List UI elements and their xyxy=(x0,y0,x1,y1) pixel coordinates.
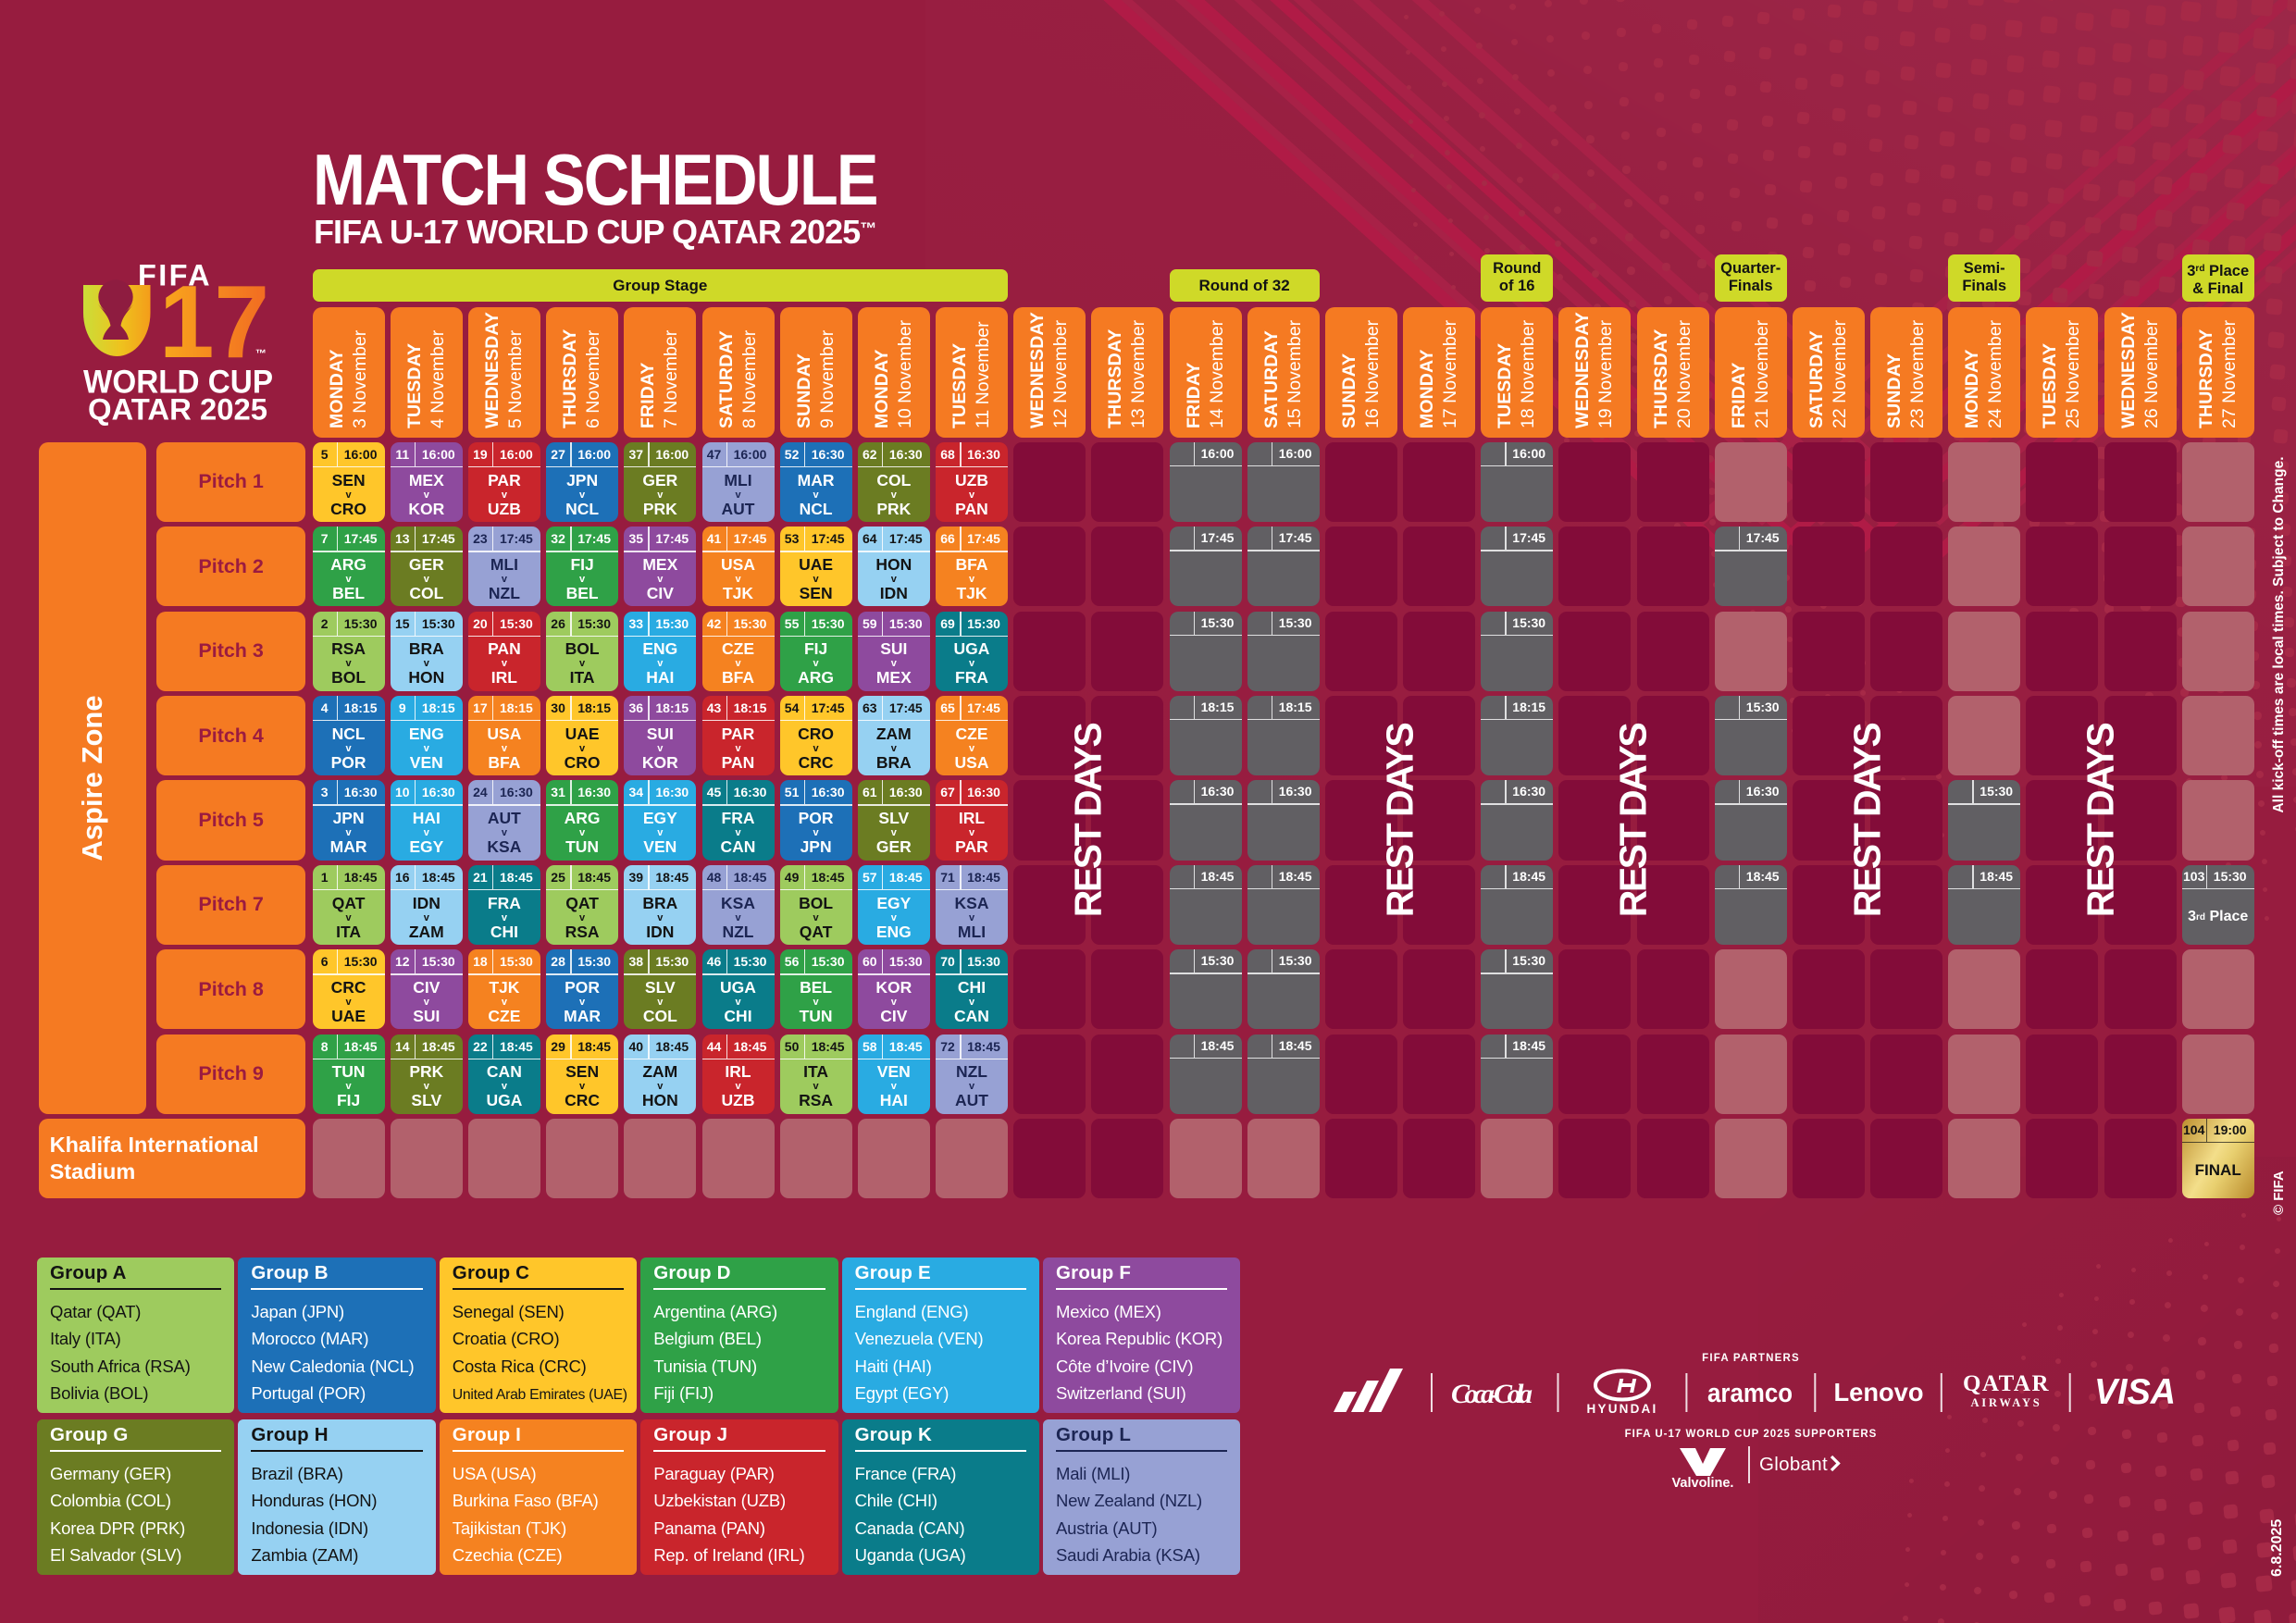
svg-text:AIRWAYS: AIRWAYS xyxy=(1970,1396,2042,1409)
svg-text:aramco: aramco xyxy=(1707,1379,1793,1408)
svg-text:HYUNDAI: HYUNDAI xyxy=(1587,1402,1658,1416)
svg-text:Valvoline.: Valvoline. xyxy=(1672,1476,1734,1491)
svg-text:QATAR: QATAR xyxy=(1963,1371,2050,1396)
svg-text:Lenovo: Lenovo xyxy=(1834,1378,1924,1406)
svg-text:Globant: Globant xyxy=(1759,1454,1828,1475)
svg-text:™: ™ xyxy=(255,347,267,360)
svg-text:FIFA PARTNERS: FIFA PARTNERS xyxy=(1702,1353,1800,1364)
svg-text:17: 17 xyxy=(159,265,269,379)
svg-text:QATAR 2025: QATAR 2025 xyxy=(88,393,267,427)
svg-text:WORLD CUP: WORLD CUP xyxy=(83,364,273,401)
svg-text:FIFA U-17 WORLD CUP 2025 SUPPO: FIFA U-17 WORLD CUP 2025 SUPPORTERS xyxy=(1625,1429,1878,1440)
svg-text:Coca-Cola: Coca-Cola xyxy=(1451,1379,1533,1409)
svg-text:VISA: VISA xyxy=(2094,1372,2176,1412)
